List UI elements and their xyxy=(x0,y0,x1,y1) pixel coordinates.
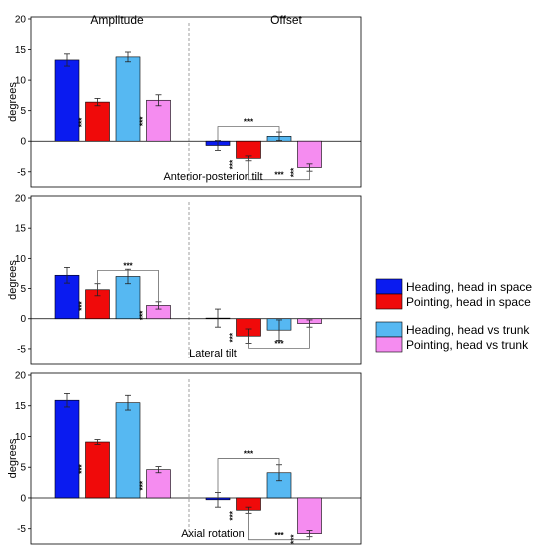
panel-2: -5 0 5 10 15 20 degrees *** *** *** *** *** Lateral … xyxy=(7,194,362,365)
significance-star: *** xyxy=(78,464,87,474)
bar-heading-trunk-amplitude xyxy=(115,402,141,499)
y-tick-label: -5 xyxy=(17,524,26,535)
significance-bracket xyxy=(217,126,280,142)
significance-star: *** xyxy=(290,167,299,177)
panel-title: Anterior-posterior tilt xyxy=(163,171,262,183)
y-tick-label: 15 xyxy=(15,401,27,412)
y-tick-label: 10 xyxy=(15,432,27,443)
panel-frame xyxy=(30,195,362,365)
significance-bracket-label: *** xyxy=(274,339,284,348)
significance-bracket-label: *** xyxy=(123,261,133,270)
significance-star: *** xyxy=(78,117,87,127)
significance-bracket-label: *** xyxy=(274,171,284,180)
bar-pointing-space-amplitude xyxy=(85,101,110,142)
y-tick-label: 5 xyxy=(20,463,26,474)
bar-heading-trunk-amplitude xyxy=(115,56,141,142)
panels: -5 0 5 10 15 20 degrees *** *** *** *** *** *** Anter… xyxy=(7,15,362,545)
legend: Heading, head in space Pointing, head in… xyxy=(375,278,532,353)
y-tick-label: -5 xyxy=(17,167,26,178)
legend-swatch-pointing-space xyxy=(375,293,403,310)
column-title-amplitude: Amplitude xyxy=(90,13,144,27)
legend-label-pointing-space: Pointing, head in space xyxy=(406,295,531,309)
panel-title: Lateral tilt xyxy=(189,348,237,360)
significance-bracket xyxy=(97,270,159,306)
bar-pointing-trunk-amplitude xyxy=(146,469,171,499)
significance-bracket xyxy=(248,323,310,349)
bar-pointing-space-amplitude xyxy=(85,441,110,499)
bar-pointing-trunk-offset xyxy=(297,497,322,534)
y-tick-label: 15 xyxy=(15,224,27,235)
y-axis-label: degrees xyxy=(7,260,19,300)
significance-bracket-label: *** xyxy=(244,450,254,459)
y-tick-label: 10 xyxy=(15,76,27,87)
significance-bracket xyxy=(248,510,310,541)
panel-title: Axial rotation xyxy=(181,528,245,540)
legend-label-heading-trunk: Heading, head vs trunk xyxy=(406,323,530,337)
panel-frame xyxy=(30,372,362,545)
legend-label-pointing-trunk: Pointing, head vs trunk xyxy=(406,338,529,352)
bar-pointing-trunk-amplitude xyxy=(146,99,171,142)
y-tick-label: 0 xyxy=(20,314,26,325)
y-tick-label: 0 xyxy=(20,493,26,504)
significance-star: *** xyxy=(229,510,238,520)
y-tick-label: 5 xyxy=(20,106,26,117)
panel-1: -5 0 5 10 15 20 degrees *** *** *** *** *** *** Anter… xyxy=(7,15,362,188)
y-tick-label: 10 xyxy=(15,254,27,265)
y-tick-label: 20 xyxy=(15,194,27,205)
panel-3: -5 0 5 10 15 20 degrees *** *** *** *** *** *** Axial… xyxy=(7,371,362,545)
legend-swatch-heading-space xyxy=(375,278,403,295)
bar-heading-space-amplitude xyxy=(54,59,80,142)
y-tick-label: 20 xyxy=(15,371,27,382)
significance-star: *** xyxy=(139,310,148,320)
column-title-offset: Offset xyxy=(270,13,302,27)
significance-star: *** xyxy=(229,159,238,169)
legend-swatch-pointing-trunk xyxy=(375,336,403,353)
significance-bracket-label: *** xyxy=(244,118,254,127)
y-tick-label: 20 xyxy=(15,15,27,26)
y-tick-label: -5 xyxy=(17,344,26,355)
y-axis-label: degrees xyxy=(7,438,19,478)
significance-star: *** xyxy=(290,534,299,544)
significance-bracket xyxy=(248,158,310,181)
significance-star: *** xyxy=(78,300,87,310)
panel-frame xyxy=(30,16,362,188)
significance-star: *** xyxy=(139,116,148,126)
y-axis-label: degrees xyxy=(7,82,19,122)
y-tick-label: 15 xyxy=(15,45,27,56)
significance-star: *** xyxy=(139,480,148,490)
significance-star: *** xyxy=(229,332,238,342)
significance-bracket xyxy=(217,458,280,498)
bar-heading-space-amplitude xyxy=(54,399,80,499)
y-tick-label: 0 xyxy=(20,137,26,148)
significance-bracket-label: *** xyxy=(274,531,284,540)
legend-label-heading-space: Heading, head in space xyxy=(406,280,532,294)
y-tick-label: 5 xyxy=(20,284,26,295)
legend-swatch-heading-trunk xyxy=(375,321,403,338)
